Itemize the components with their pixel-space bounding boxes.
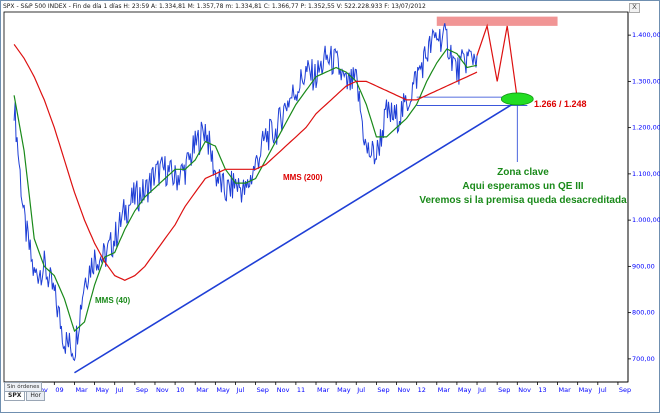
- order-bar: Sin órdenes: [4, 382, 43, 392]
- y-tick-label: 800,00: [632, 309, 655, 317]
- x-tick-label: Sep: [257, 386, 269, 394]
- x-tick-label: 09: [55, 386, 63, 394]
- y-axis-ticks: 1.400,00 1.300,00 1.200,00 1.100,00 1.000,00…: [628, 31, 660, 363]
- x-tick-label: Sep: [377, 386, 389, 394]
- y-tick-label: 1.400,00: [632, 31, 660, 39]
- chart-tabs: SPX Hor: [4, 391, 46, 401]
- trendline: [74, 100, 518, 374]
- x-tick-label: May: [579, 386, 593, 394]
- instrument-header: SPX - S&P 500 INDEX - Fin de día 1 días …: [3, 3, 426, 10]
- x-tick-label: May: [458, 386, 472, 394]
- y-tick-label: 700,00: [632, 355, 655, 363]
- x-tick-label: 13: [538, 386, 546, 394]
- x-tick-label: Nov: [398, 386, 411, 394]
- x-tick-label: Mar: [317, 386, 330, 394]
- x-tick-label: Sep: [498, 386, 510, 394]
- resistance-zone: [436, 16, 558, 26]
- x-tick-label: Nov: [156, 386, 169, 394]
- x-tick-label: Jul: [235, 386, 244, 394]
- x-axis-ticks: Sep Nov 09 Mar May Jul Sep Nov 10 Mar May Jul Sep Nov…: [13, 382, 631, 394]
- series-mms200: [13, 44, 478, 281]
- mms40-label: MMS (40): [95, 296, 130, 305]
- tab-hor[interactable]: Hor: [26, 391, 46, 401]
- x-tick-label: Jul: [356, 386, 365, 394]
- key-zone-marker: [500, 92, 534, 106]
- y-tick-label: 1.100,00: [632, 170, 660, 178]
- x-tick-label: 11: [297, 386, 305, 394]
- y-tick-label: 1.300,00: [632, 77, 660, 85]
- tab-spx[interactable]: SPX: [4, 391, 26, 401]
- y-tick-label: 1.000,00: [632, 216, 660, 224]
- x-tick-label: Jul: [598, 386, 607, 394]
- x-tick-label: Nov: [518, 386, 531, 394]
- y-tick-label: 900,00: [632, 262, 655, 270]
- zone-qe3: Aqui esperamos un QE III: [462, 181, 583, 192]
- x-tick-label: Sep: [619, 386, 631, 394]
- x-tick-label: Mar: [438, 386, 451, 394]
- x-tick-label: May: [96, 386, 110, 394]
- series-mms40: [13, 48, 478, 333]
- y-tick-label: 1.200,00: [632, 124, 660, 132]
- zone-premise: Veremos si la premisa queda desacreditad…: [419, 195, 627, 206]
- forecast-path: [476, 23, 518, 99]
- level-label: 1.266 / 1.248: [534, 99, 587, 109]
- x-tick-label: Jul: [477, 386, 486, 394]
- x-tick-label: Mar: [559, 386, 572, 394]
- x-tick-label: May: [216, 386, 230, 394]
- mms200-label: MMS (200): [283, 173, 323, 182]
- close-button[interactable]: X: [629, 3, 640, 13]
- x-tick-label: May: [337, 386, 351, 394]
- series-spx: [13, 23, 478, 362]
- x-tick-label: 12: [418, 386, 426, 394]
- x-tick-label: 10: [176, 386, 184, 394]
- x-tick-label: Nov: [277, 386, 290, 394]
- zone-title: Zona clave: [497, 167, 549, 178]
- x-tick-label: Mar: [196, 386, 209, 394]
- x-tick-label: Jul: [115, 386, 124, 394]
- x-tick-label: Sep: [136, 386, 148, 394]
- x-tick-label: Mar: [75, 386, 88, 394]
